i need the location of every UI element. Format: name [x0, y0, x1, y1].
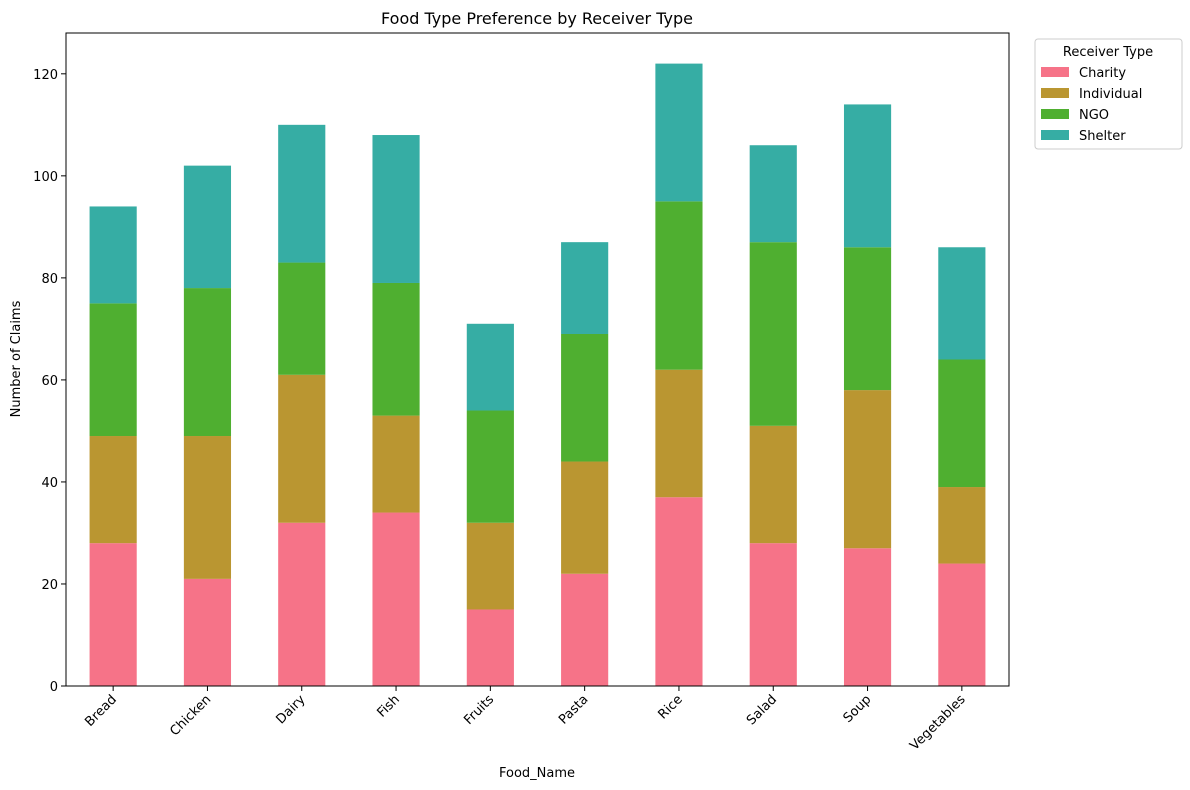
- y-tick-label: 60: [41, 374, 58, 389]
- x-tick-label-salad: Salad: [744, 692, 780, 728]
- y-tick-label: 0: [50, 680, 58, 695]
- bar-rice-individual: [655, 369, 703, 498]
- bar-soup-ngo: [843, 247, 892, 391]
- bar-chicken-shelter: [183, 165, 232, 289]
- bar-fruits-individual: [466, 522, 514, 610]
- legend-swatch-ngo: [1041, 109, 1069, 119]
- bar-bread-charity: [89, 543, 137, 686]
- bar-pasta-individual: [561, 461, 609, 574]
- bar-pasta-charity: [561, 573, 609, 686]
- legend-title: Receiver Type: [1063, 45, 1153, 60]
- x-tick-label-fruits: Fruits: [461, 692, 497, 728]
- bar-fruits-charity: [466, 609, 514, 686]
- legend: Receiver Type Charity Individual NGO Shelte…: [1034, 38, 1183, 150]
- bar-rice-ngo: [655, 201, 703, 370]
- bar-bread-individual: [89, 436, 137, 544]
- x-tick-label-fish: Fish: [374, 692, 402, 720]
- bar-salad-charity: [749, 543, 797, 686]
- x-tick-label-pasta: Pasta: [556, 692, 591, 727]
- bar-vegetables-charity: [938, 563, 986, 686]
- y-tick-label: 120: [33, 68, 58, 83]
- x-tick-label-chicken: Chicken: [167, 692, 214, 739]
- bar-dairy-individual: [278, 374, 326, 523]
- legend-swatch-charity: [1041, 67, 1069, 77]
- bar-bread-ngo: [89, 303, 137, 437]
- y-tick-label: 20: [41, 578, 58, 593]
- bar-salad-ngo: [749, 242, 797, 426]
- legend-label-individual: Individual: [1079, 87, 1142, 102]
- bar-vegetables-individual: [938, 487, 986, 564]
- x-tick-label-soup: Soup: [841, 692, 875, 726]
- bar-rice-charity: [655, 497, 703, 686]
- x-tick-label-dairy: Dairy: [273, 692, 308, 727]
- legend-frame: [1034, 38, 1183, 150]
- bar-chicken-individual: [183, 436, 232, 579]
- y-tick-label: 80: [41, 272, 58, 287]
- legend-label-shelter: Shelter: [1079, 129, 1126, 144]
- bar-dairy-shelter: [278, 124, 326, 263]
- plot-frame: [65, 32, 1010, 687]
- legend-label-ngo: NGO: [1079, 108, 1109, 123]
- bar-bread-shelter: [89, 206, 137, 304]
- bar-fish-shelter: [372, 135, 420, 283]
- bar-soup-individual: [843, 390, 892, 549]
- bar-rice-shelter: [655, 63, 703, 202]
- y-tick-label: 100: [33, 170, 58, 185]
- bar-salad-shelter: [749, 145, 797, 243]
- chart-title: Food Type Preference by Receiver Type: [381, 9, 693, 28]
- bar-fish-individual: [372, 415, 420, 513]
- bar-fruits-ngo: [466, 410, 514, 523]
- bar-dairy-ngo: [278, 262, 326, 375]
- bar-chicken-charity: [183, 578, 232, 686]
- bars-group: [89, 63, 986, 686]
- bar-soup-charity: [843, 548, 892, 686]
- x-axis: Bread Chicken Dairy Fish Fruits Pasta Rice Sala…: [82, 686, 969, 754]
- bar-dairy-charity: [278, 522, 326, 686]
- bar-pasta-shelter: [561, 242, 609, 334]
- legend-label-charity: Charity: [1079, 66, 1126, 81]
- bar-salad-individual: [749, 425, 797, 544]
- bar-soup-shelter: [843, 104, 892, 248]
- bar-fruits-shelter: [466, 323, 514, 411]
- bar-vegetables-ngo: [938, 359, 986, 488]
- y-axis-label: Number of Claims: [9, 300, 24, 417]
- y-tick-label: 40: [41, 476, 58, 491]
- x-tick-label-vegetables: Vegetables: [907, 692, 969, 754]
- legend-swatch-shelter: [1041, 130, 1069, 140]
- bar-fish-charity: [372, 512, 420, 686]
- bar-pasta-ngo: [561, 333, 609, 462]
- bar-fish-ngo: [372, 282, 420, 416]
- bar-vegetables-shelter: [938, 247, 986, 360]
- y-axis: 0 20 40 60 80 100 120: [33, 68, 66, 695]
- x-axis-label: Food_Name: [499, 766, 575, 781]
- x-tick-label-bread: Bread: [82, 692, 120, 730]
- bar-chicken-ngo: [183, 288, 232, 437]
- x-tick-label-rice: Rice: [656, 692, 686, 722]
- legend-swatch-individual: [1041, 88, 1069, 98]
